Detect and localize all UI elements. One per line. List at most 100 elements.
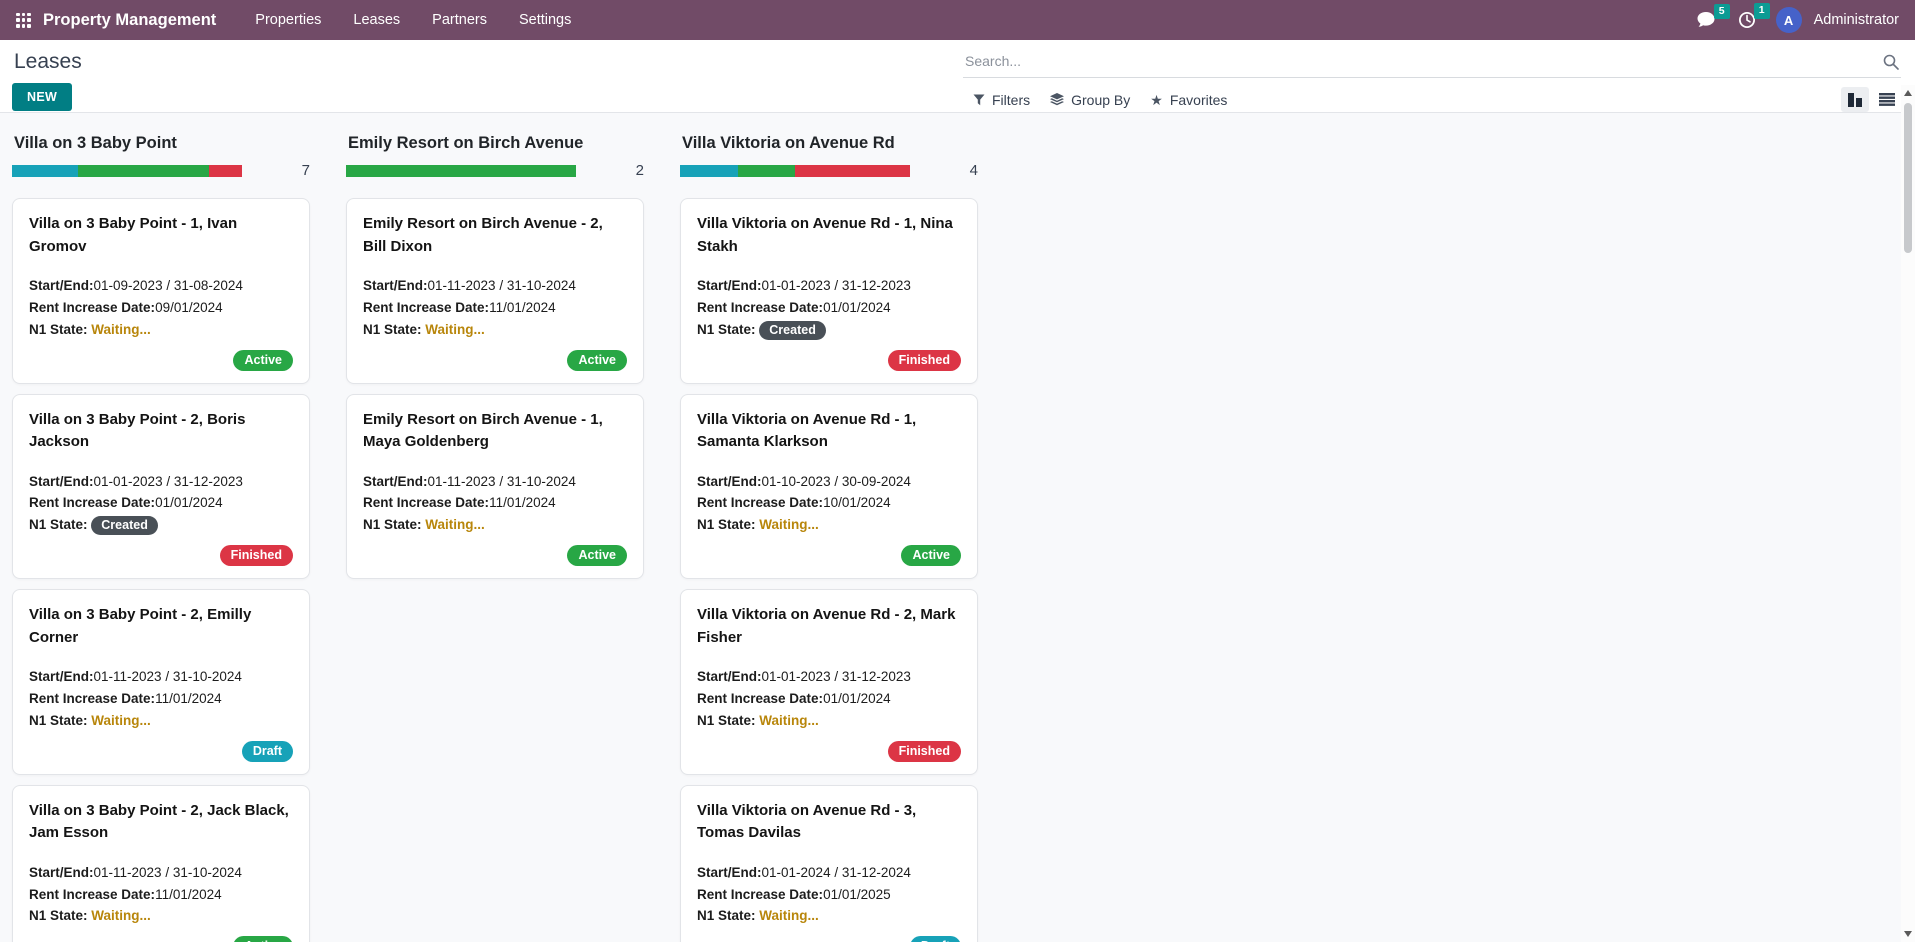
lease-card-field: Rent Increase Date:01/01/2024 bbox=[697, 688, 961, 710]
field-value: 01-01-2023 / 31-12-2023 bbox=[761, 278, 911, 293]
activities-button[interactable]: 1 bbox=[1736, 3, 1770, 33]
n1-state-value: Waiting... bbox=[425, 321, 485, 337]
menu-item-partners[interactable]: Partners bbox=[432, 12, 487, 28]
field-value: 01/01/2024 bbox=[823, 691, 891, 707]
scroll-down-arrow-icon[interactable] bbox=[1904, 931, 1912, 937]
new-button[interactable]: NEW bbox=[12, 83, 73, 111]
field-label: Rent Increase Date: bbox=[29, 691, 156, 707]
status-row: Finished bbox=[29, 545, 293, 567]
lease-card[interactable]: Villa Viktoria on Avenue Rd - 3, Tomas D… bbox=[680, 784, 978, 942]
menu-item-properties[interactable]: Properties bbox=[255, 12, 322, 28]
lease-card-field: Start/End:01-11-2023 / 31-10-2024 bbox=[363, 275, 627, 297]
progress-segment-draft[interactable] bbox=[12, 164, 78, 177]
field-label: Start/End: bbox=[697, 669, 762, 685]
status-row: Active bbox=[363, 349, 627, 371]
search-icon[interactable] bbox=[1883, 54, 1899, 70]
lease-card-title: Villa on 3 Baby Point - 1, Ivan Gromov bbox=[29, 215, 238, 255]
top-navbar: Property Management Properties Leases Pa… bbox=[0, 0, 1915, 40]
field-label: N1 State: bbox=[697, 712, 756, 728]
field-label: Rent Increase Date: bbox=[697, 299, 824, 315]
field-label: Start/End: bbox=[29, 473, 94, 489]
lease-card-title: Villa Viktoria on Avenue Rd - 1, Nina St… bbox=[697, 215, 953, 255]
menu-item-leases[interactable]: Leases bbox=[353, 12, 401, 28]
lease-card-field: Rent Increase Date:09/01/2024 bbox=[29, 297, 293, 319]
lease-card-field: Start/End:01-01-2023 / 31-12-2023 bbox=[697, 666, 961, 688]
view-switcher bbox=[1841, 87, 1901, 112]
app-brand[interactable]: Property Management bbox=[43, 10, 217, 29]
vertical-scrollbar[interactable] bbox=[1901, 85, 1915, 942]
lease-card[interactable]: Villa Viktoria on Avenue Rd - 1, Nina St… bbox=[680, 198, 978, 384]
progress-segment-finished[interactable] bbox=[795, 164, 910, 177]
column-progress: 7 bbox=[12, 162, 310, 179]
column-progressbar[interactable] bbox=[12, 164, 242, 177]
column-cards: Villa on 3 Baby Point - 1, Ivan Gromov St… bbox=[12, 198, 310, 942]
column-title: Villa on 3 Baby Point bbox=[14, 134, 177, 152]
chat-bubble-icon bbox=[1697, 11, 1716, 29]
field-label: Rent Increase Date: bbox=[29, 299, 156, 315]
status-badge: Finished bbox=[887, 349, 961, 371]
apps-grid-icon[interactable] bbox=[16, 12, 31, 28]
lease-card-n1-state: N1 State: Created bbox=[29, 514, 293, 536]
lease-card[interactable]: Villa on 3 Baby Point - 2, Jack Black, J… bbox=[12, 784, 310, 942]
field-label: Start/End: bbox=[29, 278, 94, 293]
field-value: 01-11-2023 / 31-10-2024 bbox=[93, 669, 242, 685]
column-cards: Emily Resort on Birch Avenue - 2, Bill D… bbox=[346, 198, 644, 580]
messages-button[interactable]: 5 bbox=[1695, 3, 1730, 33]
field-value: 11/01/2024 bbox=[155, 886, 222, 902]
progress-segment-active[interactable] bbox=[77, 164, 210, 177]
progress-segment-finished[interactable] bbox=[209, 164, 242, 177]
field-label: Start/End: bbox=[363, 278, 428, 293]
clock-icon bbox=[1738, 11, 1756, 29]
field-label: Start/End: bbox=[697, 473, 762, 489]
status-badge: Finished bbox=[887, 740, 961, 762]
status-badge: Active bbox=[901, 545, 961, 567]
status-row: Finished bbox=[697, 740, 961, 762]
lease-card[interactable]: Emily Resort on Birch Avenue - 1, Maya G… bbox=[346, 393, 644, 580]
field-label: Rent Increase Date: bbox=[29, 886, 156, 902]
n1-state-value: Waiting... bbox=[759, 517, 819, 533]
lease-card-field: Start/End:01-01-2023 / 31-12-2023 bbox=[697, 275, 961, 297]
lease-card-n1-state: N1 State: Created bbox=[697, 319, 961, 341]
column-progress: 2 bbox=[346, 162, 644, 179]
lease-card[interactable]: Villa on 3 Baby Point - 2, Emilly Corner… bbox=[12, 589, 310, 775]
user-name[interactable]: Administrator bbox=[1813, 12, 1899, 28]
progress-segment-active[interactable] bbox=[737, 164, 795, 177]
lease-card[interactable]: Villa on 3 Baby Point - 2, Boris Jackson… bbox=[12, 393, 310, 580]
menu-item-settings[interactable]: Settings bbox=[518, 12, 572, 28]
lease-card-n1-state: N1 State: Waiting... bbox=[363, 514, 627, 536]
group-by-button[interactable]: Group By bbox=[1040, 89, 1140, 111]
lease-card-field: Rent Increase Date:01/01/2024 bbox=[697, 297, 961, 319]
lease-card-n1-state: N1 State: Waiting... bbox=[29, 319, 293, 341]
field-label: N1 State: bbox=[363, 321, 422, 337]
progress-segment-draft[interactable] bbox=[680, 164, 738, 177]
n1-state-value: Waiting... bbox=[91, 712, 151, 728]
column-title: Emily Resort on Birch Avenue bbox=[348, 134, 584, 152]
navbar-systray: 5 1 A Administrator bbox=[1695, 3, 1899, 33]
scrollbar-thumb[interactable] bbox=[1904, 103, 1912, 253]
n1-state-value: Waiting... bbox=[759, 908, 819, 924]
lease-card[interactable]: Villa on 3 Baby Point - 1, Ivan Gromov St… bbox=[12, 198, 310, 384]
lease-card[interactable]: Emily Resort on Birch Avenue - 2, Bill D… bbox=[346, 198, 644, 384]
column-record-count: 4 bbox=[969, 162, 978, 179]
field-value: 11/01/2024 bbox=[489, 495, 556, 511]
n1-state-value: Waiting... bbox=[759, 712, 819, 728]
favorites-button[interactable]: ★ Favorites bbox=[1150, 91, 1228, 108]
column-progressbar[interactable] bbox=[680, 164, 910, 177]
progress-segment-active[interactable] bbox=[346, 164, 576, 177]
user-avatar[interactable]: A bbox=[1775, 7, 1802, 33]
scroll-up-arrow-icon[interactable] bbox=[1904, 90, 1912, 96]
list-view-button[interactable] bbox=[1873, 87, 1901, 112]
kanban-view-button[interactable] bbox=[1841, 87, 1869, 112]
n1-state-value: Created bbox=[759, 320, 826, 340]
field-label: Rent Increase Date: bbox=[697, 886, 824, 902]
lease-card-title: Villa on 3 Baby Point - 2, Jack Black, J… bbox=[29, 801, 289, 842]
column-progressbar[interactable] bbox=[346, 164, 576, 177]
n1-state-value: Created bbox=[91, 516, 158, 536]
filters-button[interactable]: Filters bbox=[963, 89, 1040, 111]
lease-card-field: Rent Increase Date:11/01/2024 bbox=[29, 884, 293, 906]
lease-card-n1-state: N1 State: Waiting... bbox=[29, 905, 293, 927]
lease-card[interactable]: Villa Viktoria on Avenue Rd - 1, Samanta… bbox=[680, 393, 978, 580]
search-input[interactable] bbox=[963, 46, 1901, 77]
lease-card[interactable]: Villa Viktoria on Avenue Rd - 2, Mark Fi… bbox=[680, 589, 978, 775]
field-value: 10/01/2024 bbox=[823, 495, 891, 511]
